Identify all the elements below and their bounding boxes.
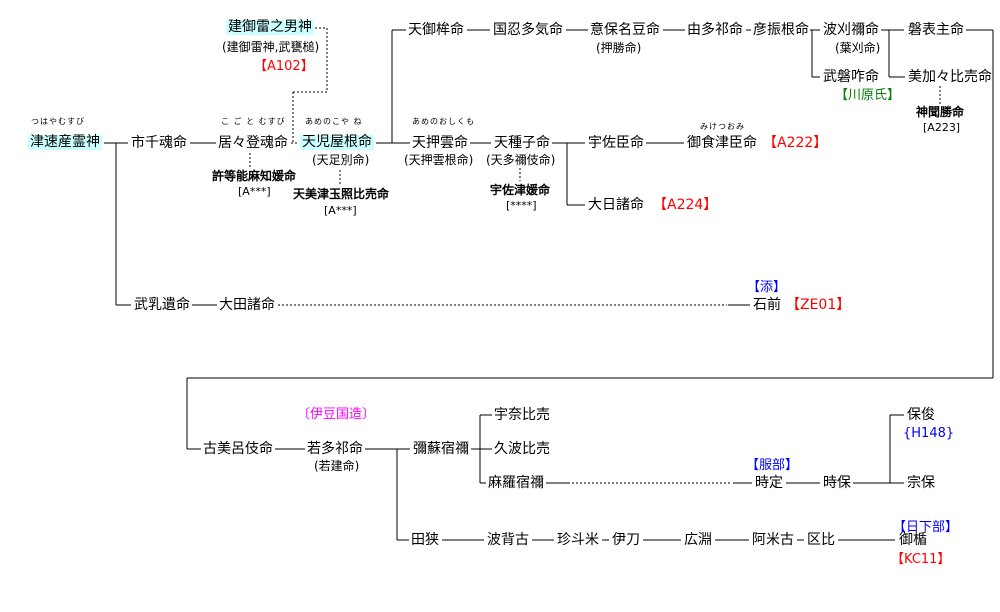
descendant-amemitsutamateru: 天美津玉照比売命	[293, 187, 390, 201]
node-kuwahime: 久波比売	[494, 441, 550, 457]
furigana-miketsu: みけつおみ	[700, 122, 745, 131]
ref-code-koyane-desc: [A***]	[324, 204, 357, 217]
node-kunioshi: 国忍多気命	[493, 22, 563, 38]
node-yutake: 由多祁命	[687, 22, 743, 38]
node-mara: 麻羅宿禰	[488, 475, 544, 491]
alt-name-wakatake: (若建命)	[314, 459, 360, 473]
branch-marker-kusakabe[interactable]: 【日下部】	[893, 520, 959, 535]
node-koyane[interactable]: 天児屋根命	[300, 134, 374, 150]
node-tanego: 天種子命	[494, 135, 550, 151]
furigana-tsuhaya: つはやむすび	[31, 117, 85, 126]
clan-marker-kawahara[interactable]: 【川原氏】	[835, 88, 901, 103]
alt-name-takemikazuchi: (建御雷神,武甕槌)	[222, 40, 320, 54]
node-hikofuru: 彦振根命	[753, 22, 809, 38]
node-kuhi: 区比	[807, 532, 835, 548]
province-marker-izu-kuninomiyatsuko[interactable]: 〔伊豆国造〕	[297, 407, 376, 422]
node-mikaka: 美加々比売命	[908, 69, 992, 85]
node-tsuhaya[interactable]: 津速産霊神	[28, 134, 102, 150]
ref-code-a223: [A223]	[923, 121, 961, 134]
node-iwakui: 武磐咋命	[823, 69, 879, 85]
node-tokiyasu: 時保	[823, 475, 851, 491]
node-miketsu: 御食津臣命	[687, 135, 757, 151]
alt-name-tanego: (天多禰伎命)	[486, 153, 556, 167]
node-mihoko: 天御桙命	[408, 22, 464, 38]
node-iwaomo: 磐表主命	[908, 22, 964, 38]
ref-code-h148[interactable]: {H148}	[903, 426, 955, 441]
node-ito: 伊刀	[612, 532, 640, 548]
branch-marker-hattori[interactable]: 【服部】	[746, 458, 799, 473]
alt-name-hakari: (葉刈命)	[835, 41, 881, 55]
ref-code-kogoto-desc: [A***]	[238, 185, 271, 198]
ref-code-a224[interactable]: 【A224】	[653, 197, 718, 213]
alt-name-ohonazu: (押勝命)	[596, 41, 642, 55]
node-oshikumo: 天押雲命	[412, 135, 468, 151]
node-mitate: 御楯	[899, 532, 927, 548]
node-tasa: 田狭	[411, 532, 439, 548]
descendant-kamukikikatsu: 神聞勝命	[916, 105, 965, 119]
node-oohimoro: 大日諸命	[588, 197, 644, 213]
ref-code-ze01[interactable]: 【ZE01】	[786, 297, 851, 313]
furigana-kogoto: こ ご と むすび	[221, 117, 286, 126]
node-takechi: 武乳遺命	[134, 297, 190, 313]
node-yasutoshi: 保俊	[907, 407, 935, 423]
node-ohonazu: 意保名豆命	[590, 22, 660, 38]
ref-code-a102[interactable]: 【A102】	[254, 59, 314, 74]
node-hakari: 波刈禰命	[823, 22, 879, 38]
node-unahime: 宇奈比売	[494, 407, 550, 423]
ref-code-tanego-desc: [****]	[506, 199, 537, 212]
node-hirofuchi: 広淵	[684, 532, 712, 548]
ref-code-kc11[interactable]: 【KC11】	[891, 552, 951, 567]
node-wakatake: 若多祁命	[307, 441, 363, 457]
ref-code-a222[interactable]: 【A222】	[763, 135, 828, 151]
node-takemikazuchi[interactable]: 建御雷之男神	[226, 19, 314, 35]
node-muneyasu: 宗保	[907, 475, 935, 491]
node-ichichidama: 市千魂命	[131, 135, 187, 151]
alt-name-koyane: (天足別命)	[312, 153, 370, 167]
node-komiroki: 古美呂伎命	[203, 441, 273, 457]
node-ameko: 阿米古	[752, 532, 794, 548]
node-tokisada: 時定	[755, 475, 783, 491]
node-kogoto: 居々登魂命	[218, 135, 288, 151]
descendant-kotonomachihime: 許等能麻知媛命	[212, 169, 297, 183]
node-usaomi: 宇佐臣命	[588, 135, 644, 151]
node-ohota: 大田諸命	[219, 297, 275, 313]
furigana-oshikumo: あめのおしくも	[412, 117, 475, 126]
node-iwasaki: 石前	[753, 297, 781, 313]
alt-name-oshikumo: (天押雲根命)	[404, 153, 474, 167]
furigana-koyane: あめのこや ね	[305, 117, 363, 126]
descendant-usatsuhime: 宇佐津媛命	[490, 183, 551, 197]
node-haseko: 波背古	[487, 532, 529, 548]
node-chintome: 珍斗米	[557, 532, 599, 548]
node-miso: 彌蘇宿禰	[413, 441, 469, 457]
branch-marker-sou[interactable]: 【添】	[747, 280, 787, 295]
